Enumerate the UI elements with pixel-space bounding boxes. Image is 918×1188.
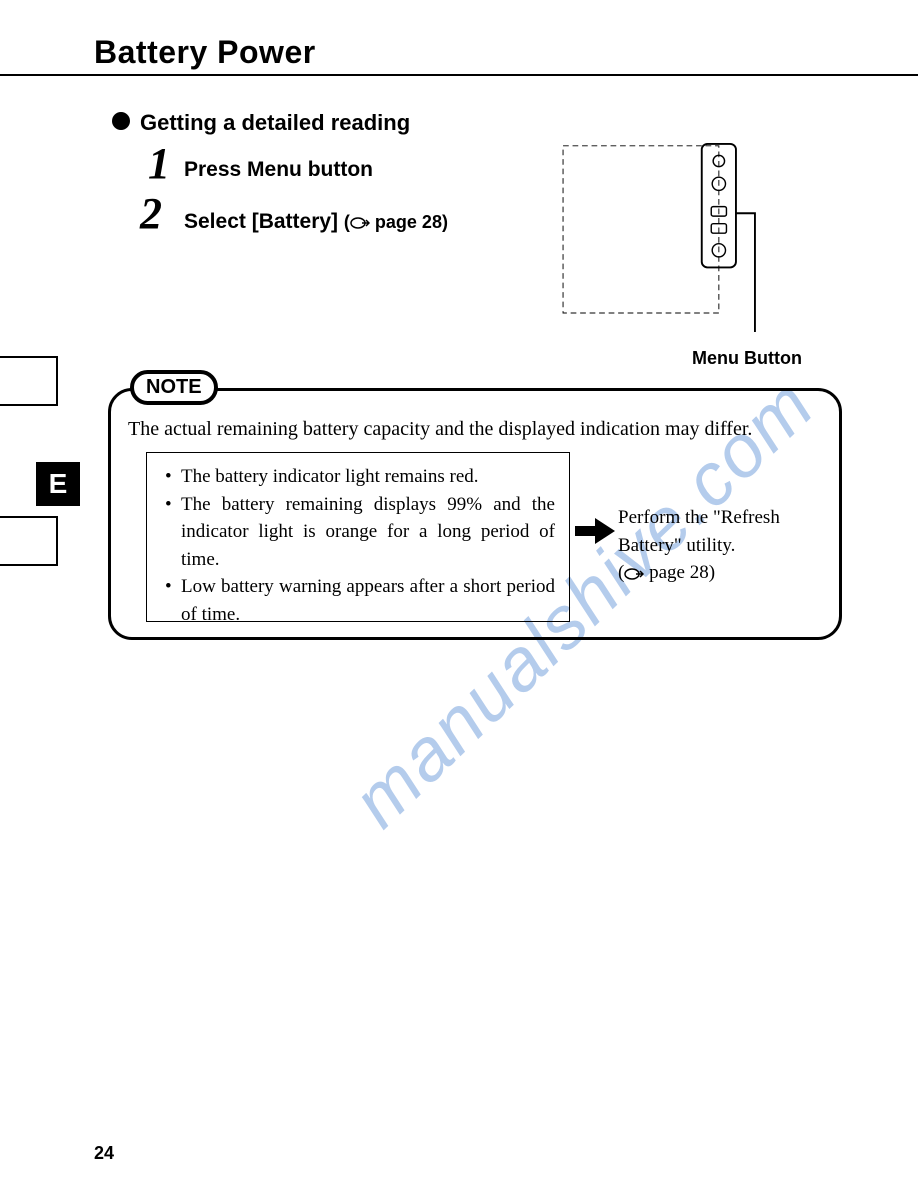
symptom-item: The battery remaining displays 99% and t… — [161, 491, 555, 574]
step-2-text: Select [Battery] ( page 28) — [184, 210, 448, 234]
action-text: Perform the "Refresh Battery" utility. (… — [618, 504, 828, 587]
action-line-1: Perform the "Refresh — [618, 507, 780, 528]
arrow-right-icon — [575, 516, 615, 546]
page-title: Battery Power — [94, 34, 316, 71]
bullet-icon — [112, 112, 130, 130]
symptom-item: Low battery warning appears after a shor… — [161, 573, 555, 628]
left-margin-box-bottom — [0, 516, 58, 566]
page-number: 24 — [94, 1143, 114, 1164]
step-2-ref: ( page 28) — [344, 212, 448, 232]
step-2-main: Select [Battery] — [184, 210, 338, 233]
symptoms-box: The battery indicator light remains red.… — [146, 452, 570, 622]
section-tab-e: E — [36, 462, 80, 506]
title-underline — [0, 74, 918, 76]
device-diagram — [554, 142, 764, 332]
symptom-item: The battery indicator light remains red. — [161, 463, 555, 491]
step-2-page-ref: page 28 — [375, 212, 442, 232]
step-1-text: Press Menu button — [184, 158, 373, 182]
menu-button-label: Menu Button — [692, 348, 802, 369]
action-page-ref: page 28 — [649, 562, 709, 583]
step-1-number: 1 — [148, 142, 170, 186]
pointer-icon — [624, 567, 644, 581]
action-line-2: Battery" utility. — [618, 535, 735, 556]
left-margin-box-top — [0, 356, 58, 406]
note-badge: NOTE — [130, 370, 218, 405]
note-intro-text: The actual remaining battery capacity an… — [128, 418, 818, 441]
section-subheading: Getting a detailed reading — [140, 110, 410, 136]
pointer-icon — [350, 216, 370, 230]
step-2-number: 2 — [140, 192, 162, 236]
